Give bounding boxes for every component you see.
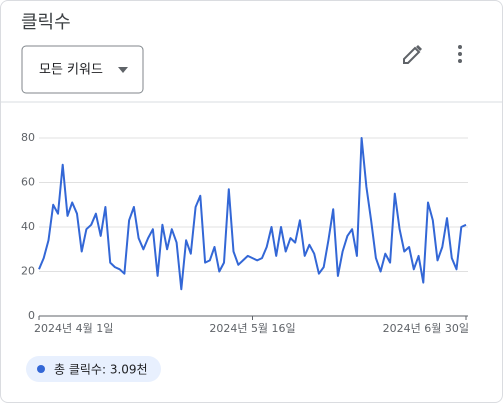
dropdown-caret [118, 67, 128, 73]
dropdown[interactable] [21, 45, 144, 94]
y-tick-label: 0 [28, 309, 35, 322]
card-title: 클릭수 [21, 12, 71, 33]
x-tick-label: 2024년 4월 1일 [34, 321, 113, 335]
dropdown-label: 모든 키워드 [39, 63, 103, 78]
y-tick-label: 40 [21, 220, 35, 233]
y-tick-label: 60 [21, 176, 35, 189]
x-tick-label: 2024년 5월 16일 [209, 321, 295, 335]
y-tick-label: 20 [21, 265, 35, 278]
legend-dot [37, 365, 45, 373]
y-tick-label: 80 [21, 131, 35, 144]
line [38, 137, 467, 291]
legend-label: 총 클릭수: 3.09천 [54, 362, 148, 377]
x-tick-label: 2024년 6월 30일 [383, 321, 469, 335]
edit-icon[interactable] [403, 45, 422, 64]
more-icon[interactable] [458, 45, 462, 63]
legend[interactable] [26, 356, 161, 382]
